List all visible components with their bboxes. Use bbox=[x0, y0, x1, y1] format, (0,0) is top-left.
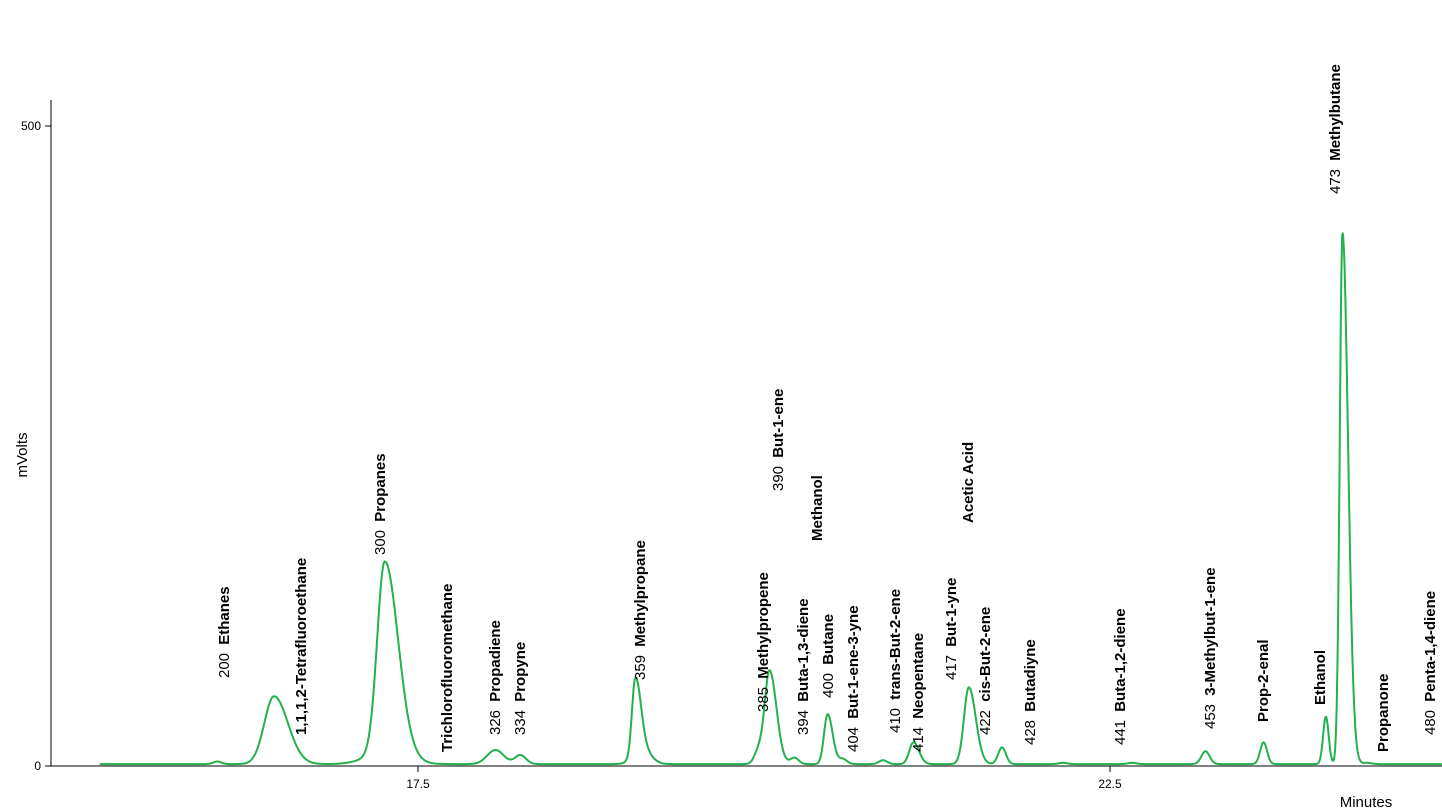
peak-label: 422 cis-But-2-ene bbox=[977, 607, 994, 735]
peak-name: Ethanes bbox=[216, 586, 233, 644]
peak-number: 428 bbox=[1022, 716, 1039, 745]
peak-number: 473 bbox=[1327, 165, 1344, 194]
peak-name: cis-But-2-ene bbox=[977, 607, 994, 702]
peak-label: 334 Propyne bbox=[512, 642, 529, 735]
peak-label: 428 Butadiyne bbox=[1022, 639, 1039, 745]
peak-name: Methylpropane bbox=[632, 540, 649, 647]
peak-number: 334 bbox=[512, 706, 529, 735]
peak-name: Methylbutane bbox=[1327, 64, 1344, 161]
peak-number: 404 bbox=[845, 723, 862, 752]
peak-number: 390 bbox=[770, 462, 787, 491]
peak-label: 359 Methylpropane bbox=[632, 540, 649, 680]
peak-name: Propanone bbox=[1375, 674, 1392, 752]
peak-labels: 200 Ethanes 1,1,1,2-Tetrafluoroethane 300 … bbox=[216, 64, 1439, 752]
peak-name: Methanol bbox=[809, 475, 826, 541]
peak-name: Neopentane bbox=[910, 633, 927, 719]
peak-number: 480 bbox=[1422, 706, 1439, 735]
peak-number: 385 bbox=[755, 683, 772, 712]
peak-label: 390 But-1-ene bbox=[770, 389, 787, 491]
peak-name: Penta-1,4-diene bbox=[1422, 591, 1439, 702]
peak-label: 453 3-Methylbut-1-ene bbox=[1202, 567, 1219, 729]
peak-label: 414 Neopentane bbox=[910, 633, 927, 752]
peak-name: Prop-2-enal bbox=[1255, 639, 1272, 722]
peak-label: 404 But-1-ene-3-yne bbox=[845, 605, 862, 752]
y-tick-label: 500 bbox=[21, 119, 41, 133]
peak-label: 417 But-1-yne bbox=[943, 578, 960, 680]
axes: 0 500 17.5 22.5 bbox=[21, 100, 1442, 791]
peak-label: 441 Buta-1,2-diene bbox=[1112, 608, 1129, 745]
peak-label: 480 Penta-1,4-diene bbox=[1422, 591, 1439, 735]
peak-label: Ethanol bbox=[1312, 650, 1329, 705]
peak-label: Methanol bbox=[809, 475, 826, 541]
peak-name: Ethanol bbox=[1312, 650, 1329, 705]
peak-name: But-1-ene bbox=[770, 389, 787, 458]
peak-label: Prop-2-enal bbox=[1255, 639, 1272, 722]
peak-number: 200 bbox=[216, 649, 233, 678]
peak-number: 400 bbox=[820, 669, 837, 698]
peak-name: Propyne bbox=[512, 642, 529, 702]
peak-name: Propadiene bbox=[487, 620, 504, 702]
peak-number: 410 bbox=[887, 704, 904, 733]
peak-name: Trichlorofluoromethane bbox=[439, 584, 456, 752]
peak-name: But-1-yne bbox=[943, 578, 960, 647]
peak-number: 414 bbox=[910, 723, 927, 752]
peak-number: 441 bbox=[1112, 716, 1129, 745]
peak-name: Methylpropene bbox=[755, 572, 772, 679]
peak-label: 300 Propanes bbox=[372, 453, 389, 555]
peak-label: Propanone bbox=[1375, 674, 1392, 752]
peak-label: Acetic Acid bbox=[960, 442, 977, 523]
x-tick-label: 17.5 bbox=[406, 777, 430, 791]
x-axis-title: Minutes bbox=[1340, 794, 1393, 811]
y-tick-label: 0 bbox=[34, 759, 41, 773]
peak-label: 385 Methylpropene bbox=[755, 572, 772, 712]
peak-label: 410 trans-But-2-ene bbox=[887, 589, 904, 733]
chromatogram-trace bbox=[99, 232, 1442, 766]
peak-number: 422 bbox=[977, 706, 994, 735]
peak-name: Acetic Acid bbox=[960, 442, 977, 523]
peak-name: trans-But-2-ene bbox=[887, 589, 904, 700]
peak-number: 359 bbox=[632, 651, 649, 680]
peak-number: 453 bbox=[1202, 700, 1219, 729]
x-tick-label: 22.5 bbox=[1098, 777, 1122, 791]
peak-label: 394 Buta-1,3-diene bbox=[795, 598, 812, 735]
y-axis-title: mVolts bbox=[14, 432, 31, 477]
peak-name: Buta-1,3-diene bbox=[795, 598, 812, 701]
peak-name: Buta-1,2-diene bbox=[1112, 608, 1129, 711]
peak-label: 1,1,1,2-Tetrafluoroethane bbox=[293, 558, 310, 735]
peak-number: 417 bbox=[943, 651, 960, 680]
peak-number: 300 bbox=[372, 526, 389, 555]
peak-label: 473 Methylbutane bbox=[1327, 64, 1344, 194]
peak-label: 400 Butane bbox=[820, 614, 837, 698]
peak-name: Propanes bbox=[372, 453, 389, 521]
peak-name: Butane bbox=[820, 614, 837, 665]
peak-name: 3-Methylbut-1-ene bbox=[1202, 567, 1219, 695]
peak-number: 326 bbox=[487, 706, 504, 735]
peak-label: 326 Propadiene bbox=[487, 620, 504, 735]
peak-label: 200 Ethanes bbox=[216, 586, 233, 678]
peak-name: 1,1,1,2-Tetrafluoroethane bbox=[293, 558, 310, 735]
peak-name: Butadiyne bbox=[1022, 639, 1039, 712]
peak-name: But-1-ene-3-yne bbox=[845, 605, 862, 718]
peak-number: 394 bbox=[795, 706, 812, 735]
peak-label: Trichlorofluoromethane bbox=[439, 584, 456, 752]
